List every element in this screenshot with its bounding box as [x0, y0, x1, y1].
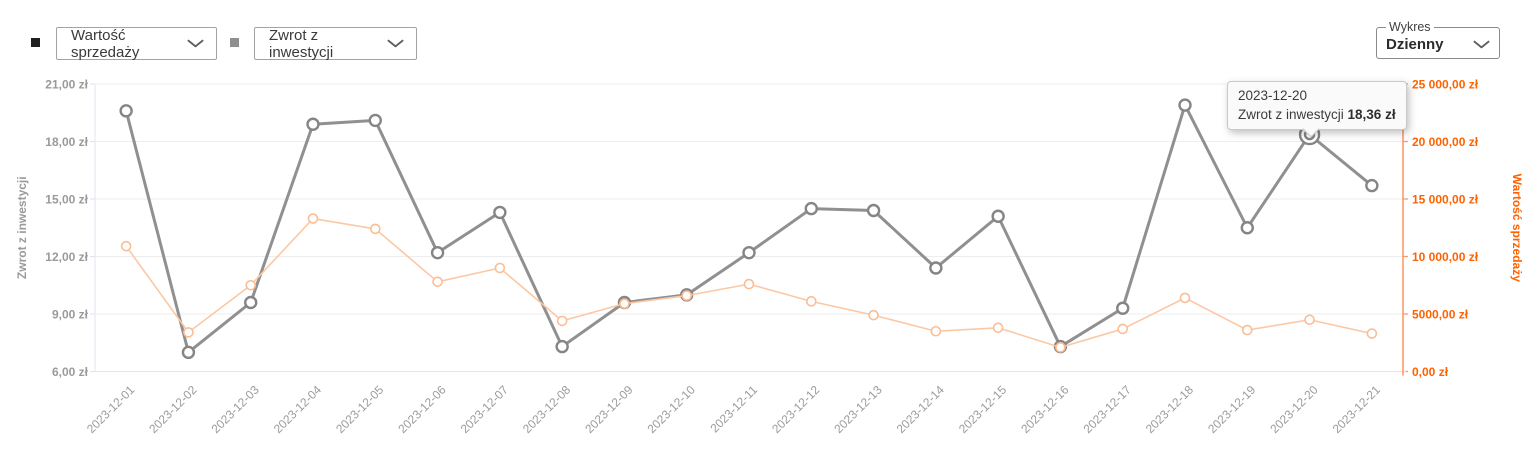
- series-1-legend-swatch[interactable]: [31, 38, 40, 47]
- data-point-s1-1[interactable]: [183, 327, 194, 338]
- x-axis-tick-label: 2023-12-09: [582, 382, 636, 436]
- left-axis-tick-label: 6,00 zł: [52, 365, 89, 379]
- chart-type-control: Wykres Dzienny: [1376, 20, 1500, 59]
- x-axis-tick-label: 2023-12-16: [1018, 382, 1072, 436]
- tooltip-value: 18,36 zł: [1347, 107, 1396, 122]
- right-axis-tick-label: 25 000,00 zł: [1412, 78, 1479, 92]
- x-axis-tick-label: 2023-12-07: [458, 382, 512, 436]
- x-axis-tick-label: 2023-12-12: [769, 382, 823, 436]
- data-point-s0-17[interactable]: [1178, 98, 1192, 112]
- data-point-s1-13[interactable]: [930, 325, 942, 337]
- data-point-s0-10[interactable]: [742, 245, 756, 260]
- data-point-s1-17[interactable]: [1179, 292, 1191, 304]
- data-point-s1-0[interactable]: [120, 240, 132, 252]
- series-2-select-value: Zwrot z inwestycji: [269, 26, 334, 61]
- data-point-s1-5[interactable]: [432, 276, 443, 288]
- series-1-select[interactable]: Wartość sprzedaży: [56, 26, 217, 61]
- x-axis-tick-label: 2023-12-19: [1205, 382, 1259, 436]
- chart-type-group-label: Wykres: [1389, 20, 1431, 34]
- x-axis-tick-label: 2023-12-01: [84, 382, 138, 436]
- chart-tooltip: 2023-12-20 Zwrot z inwestycji 18,36 zł: [1227, 81, 1407, 138]
- data-point-s1-18[interactable]: [1241, 324, 1253, 336]
- chevron-down-icon: [187, 39, 204, 48]
- data-point-s0-1[interactable]: [181, 345, 196, 360]
- right-axis-tick-label: 20 000,00 zł: [1412, 135, 1479, 149]
- data-point-s1-8[interactable]: [619, 298, 630, 309]
- data-point-s1-3[interactable]: [307, 213, 319, 224]
- data-point-s1-14[interactable]: [992, 322, 1004, 334]
- x-axis-tick-label: 2023-12-18: [1143, 382, 1197, 436]
- left-axis-tick-label: 18,00 zł: [45, 135, 88, 149]
- data-point-s0-2[interactable]: [244, 295, 258, 310]
- data-point-s0-7[interactable]: [555, 339, 569, 354]
- x-axis-tick-label: 2023-12-06: [395, 382, 449, 436]
- left-axis-tick-label: 9,00 zł: [52, 308, 89, 322]
- series-2-legend-swatch[interactable]: [230, 38, 239, 47]
- x-axis-tick-label: 2023-12-03: [209, 382, 263, 436]
- x-axis-tick-label: 2023-12-11: [707, 382, 760, 435]
- data-point-s1-15[interactable]: [1055, 342, 1066, 353]
- data-point-s0-6[interactable]: [493, 205, 507, 220]
- tooltip-series-label: Zwrot z inwestycji: [1238, 107, 1344, 122]
- data-point-s1-9[interactable]: [681, 290, 693, 301]
- x-axis-tick-label: 2023-12-10: [645, 382, 699, 436]
- data-point-s1-2[interactable]: [245, 279, 257, 291]
- x-axis-tick-label: 2023-12-14: [894, 382, 948, 436]
- data-point-s1-4[interactable]: [369, 223, 381, 235]
- series-1-select-value: Wartość sprzedaży: [71, 26, 140, 61]
- data-point-s1-6[interactable]: [494, 262, 506, 274]
- x-axis-tick-label: 2023-12-02: [146, 382, 200, 436]
- data-point-s0-11[interactable]: [804, 201, 818, 216]
- data-point-s1-7[interactable]: [556, 315, 568, 327]
- data-point-s1-12[interactable]: [868, 309, 879, 321]
- series-2-select[interactable]: Zwrot z inwestycji: [254, 26, 417, 61]
- right-axis-tick-label: 15 000,00 zł: [1412, 193, 1479, 207]
- data-point-s0-5[interactable]: [430, 245, 445, 260]
- data-point-s1-11[interactable]: [805, 296, 817, 307]
- x-axis-tick-label: 2023-12-05: [333, 382, 387, 436]
- series-line-0: [124, 103, 1374, 354]
- data-point-s0-18[interactable]: [1240, 221, 1254, 235]
- data-point-s0-16[interactable]: [1116, 301, 1130, 315]
- tooltip-date: 2023-12-20: [1238, 88, 1308, 103]
- chart-type-value: Dzienny: [1386, 36, 1444, 53]
- left-axis-name: Zwrot z inwestycji: [15, 176, 29, 279]
- right-axis-tick-label: 5000,00 zł: [1412, 308, 1469, 322]
- data-point-s0-12[interactable]: [866, 203, 881, 218]
- data-point-s0-20[interactable]: [1365, 178, 1379, 193]
- x-axis-tick-label: 2023-12-13: [831, 382, 885, 436]
- data-point-s1-20[interactable]: [1366, 328, 1378, 339]
- right-axis-tick-label: 0,00 zł: [1412, 365, 1449, 379]
- data-point-s0-0[interactable]: [119, 104, 133, 118]
- data-point-s0-14[interactable]: [991, 209, 1005, 223]
- left-axis-tick-label: 15,00 zł: [45, 193, 88, 207]
- chevron-down-icon: [1473, 40, 1490, 49]
- x-axis-tick-label: 2023-12-15: [956, 382, 1010, 436]
- data-point-s0-3[interactable]: [306, 117, 320, 131]
- data-point-s0-13[interactable]: [929, 261, 943, 275]
- chevron-down-icon: [387, 39, 404, 48]
- right-axis-name: Wartość sprzedaży: [1510, 174, 1524, 283]
- x-axis-tick-label: 2023-12-04: [271, 382, 325, 436]
- left-axis-tick-label: 12,00 zł: [45, 250, 88, 264]
- data-point-s0-4[interactable]: [368, 113, 382, 128]
- x-axis-tick-label: 2023-12-20: [1267, 382, 1321, 436]
- right-axis-tick-label: 10 000,00 zł: [1412, 250, 1479, 264]
- chart-type-select[interactable]: Dzienny: [1386, 36, 1490, 53]
- data-point-s1-19[interactable]: [1304, 314, 1315, 326]
- data-point-s1-16[interactable]: [1117, 323, 1129, 335]
- left-axis-tick-label: 21,00 zł: [45, 78, 88, 92]
- x-axis-tick-label: 2023-12-21: [1330, 382, 1384, 436]
- x-axis-tick-label: 2023-12-08: [520, 382, 574, 436]
- data-point-s1-10[interactable]: [743, 278, 755, 290]
- x-axis-tick-label: 2023-12-17: [1081, 382, 1135, 436]
